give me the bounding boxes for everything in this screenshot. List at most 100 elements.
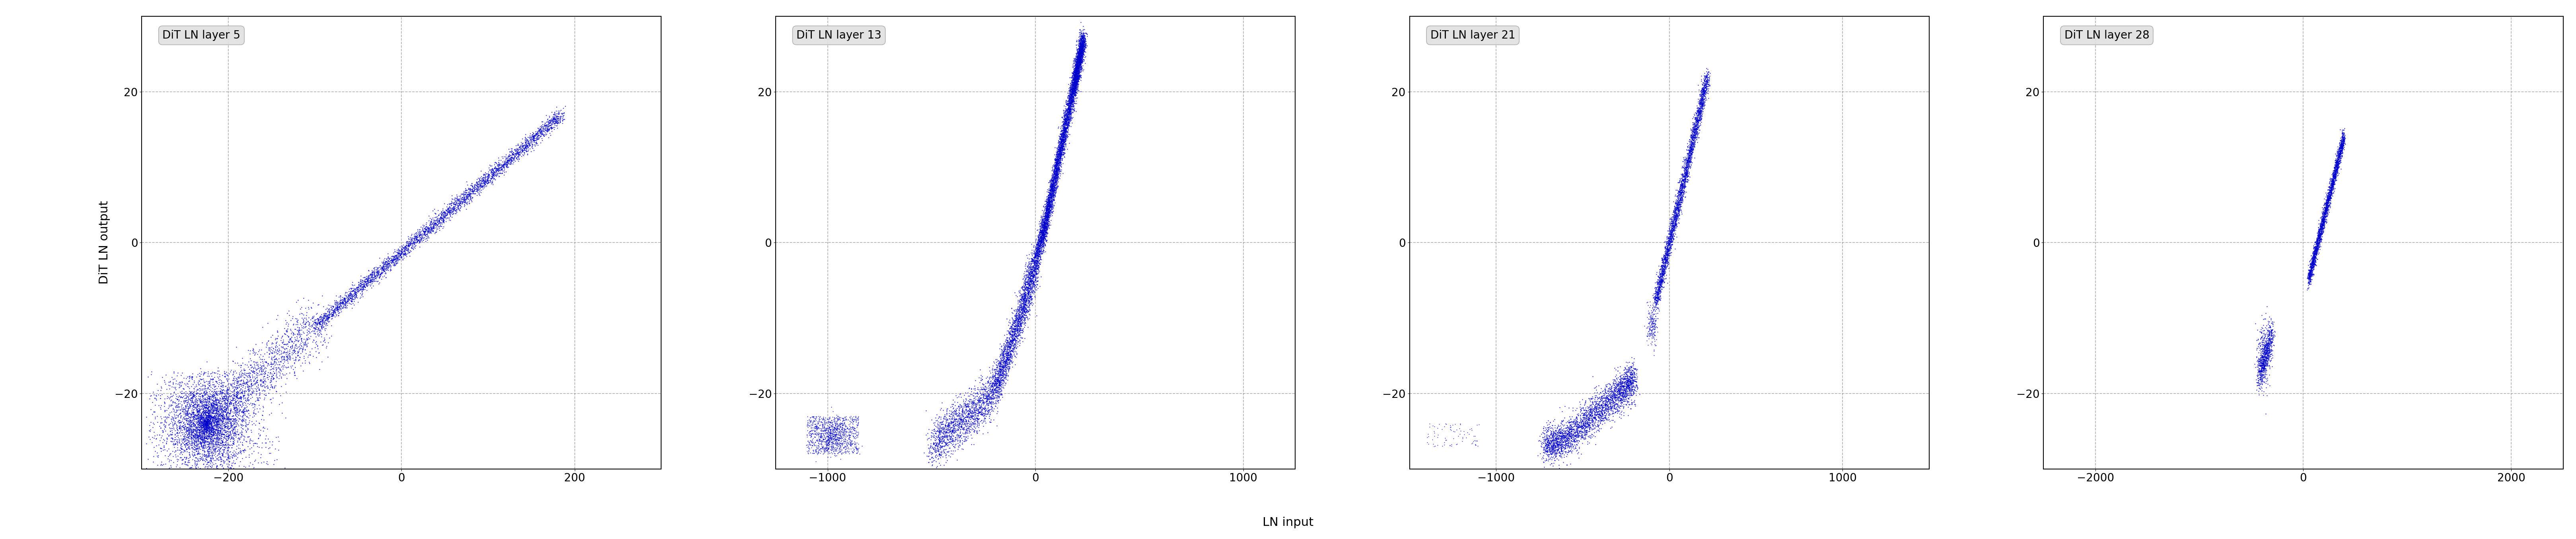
Point	[1574, 412, 1615, 421]
Point	[389, 240, 430, 249]
Point	[1455, 432, 1497, 440]
Point	[1607, 381, 1649, 390]
Point	[945, 413, 987, 421]
Point	[1054, 78, 1095, 86]
Point	[2303, 218, 2344, 226]
Point	[1038, 142, 1079, 151]
Point	[1564, 405, 1605, 414]
Point	[1595, 390, 1636, 399]
Point	[319, 308, 361, 317]
Point	[1015, 243, 1056, 252]
Point	[1664, 153, 1705, 161]
Point	[2303, 201, 2344, 210]
Point	[1033, 208, 1074, 216]
Point	[1005, 316, 1046, 325]
Point	[2318, 147, 2360, 155]
Point	[1543, 433, 1584, 441]
Point	[1548, 435, 1589, 444]
Point	[296, 321, 337, 329]
Point	[1056, 69, 1097, 78]
Point	[191, 448, 232, 457]
Point	[198, 440, 240, 449]
Point	[193, 402, 234, 411]
Point	[206, 408, 247, 417]
Point	[1610, 366, 1651, 375]
Point	[1538, 433, 1579, 441]
Point	[1618, 384, 1659, 392]
Point	[1533, 447, 1574, 456]
Point	[2293, 270, 2334, 278]
Point	[1558, 420, 1600, 429]
Point	[1007, 287, 1048, 295]
Point	[260, 342, 301, 351]
Point	[997, 313, 1038, 322]
Point	[2311, 176, 2352, 184]
Point	[2290, 259, 2331, 268]
Point	[188, 467, 229, 475]
Point	[1602, 379, 1643, 388]
Point	[999, 331, 1041, 340]
Point	[155, 388, 196, 396]
Point	[193, 406, 234, 415]
Point	[178, 432, 219, 440]
Point	[987, 341, 1028, 349]
Point	[1018, 252, 1059, 261]
Point	[1033, 175, 1074, 183]
Point	[1643, 252, 1685, 260]
Point	[518, 129, 559, 137]
Point	[1597, 389, 1638, 398]
Point	[139, 436, 180, 445]
Point	[1638, 286, 1680, 295]
Point	[976, 392, 1018, 401]
Point	[799, 449, 840, 458]
Point	[1638, 275, 1680, 284]
Point	[938, 404, 979, 412]
Point	[183, 427, 224, 436]
Point	[2303, 208, 2344, 217]
Point	[974, 380, 1015, 389]
Point	[1638, 287, 1680, 296]
Point	[196, 426, 237, 434]
Point	[513, 140, 554, 149]
Point	[2303, 224, 2344, 233]
Point	[909, 439, 951, 448]
Point	[1659, 205, 1700, 213]
Point	[804, 445, 845, 453]
Point	[384, 250, 425, 259]
Point	[185, 391, 227, 399]
Point	[1538, 424, 1579, 432]
Point	[1533, 438, 1574, 446]
Point	[167, 424, 209, 432]
Point	[1036, 177, 1077, 186]
Point	[234, 368, 276, 376]
Point	[185, 419, 227, 428]
Point	[927, 426, 969, 435]
Point	[211, 430, 252, 439]
Point	[1059, 63, 1100, 71]
Point	[987, 348, 1028, 357]
Point	[935, 417, 976, 426]
Point	[1607, 381, 1649, 390]
Point	[180, 425, 222, 434]
Point	[2239, 356, 2280, 365]
Point	[204, 420, 245, 429]
Point	[2316, 158, 2357, 167]
Point	[456, 180, 497, 189]
Point	[933, 427, 974, 436]
Point	[191, 401, 232, 410]
Point	[994, 327, 1036, 335]
Point	[2321, 146, 2362, 154]
Point	[1051, 102, 1092, 110]
Point	[343, 286, 384, 294]
Point	[1669, 152, 1710, 161]
Point	[1038, 155, 1079, 164]
Point	[531, 118, 572, 126]
Point	[1685, 86, 1726, 94]
Point	[149, 465, 191, 473]
Point	[1579, 402, 1620, 410]
Point	[1041, 140, 1082, 149]
Point	[237, 396, 278, 404]
Point	[201, 408, 242, 417]
Point	[1015, 288, 1056, 296]
Point	[1054, 77, 1095, 86]
